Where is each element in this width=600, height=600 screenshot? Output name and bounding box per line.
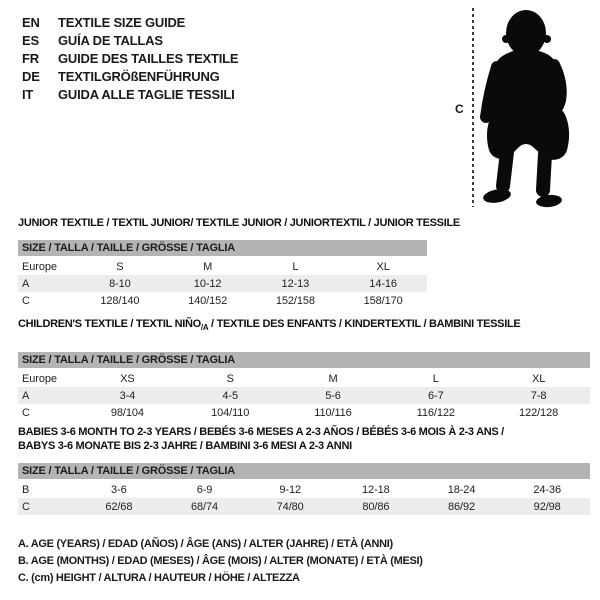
table-row: C 98/104 104/110 110/116 116/122 122/128 <box>18 404 590 421</box>
table-cell: M <box>328 372 338 385</box>
table-cell: 116/122 <box>416 406 455 419</box>
size-header-label: SIZE / TALLA / TAILLE / GRÖSSE / TAGLIA <box>22 242 236 254</box>
language-line-en: EN TEXTILE SIZE GUIDE <box>22 13 238 31</box>
table-cell: 14-16 <box>369 277 397 290</box>
language-code: ES <box>22 32 39 48</box>
row-label: C <box>22 294 30 307</box>
table-row: Europe S M L XL <box>18 258 427 275</box>
table-row: C 62/68 68/74 74/80 80/86 86/92 92/98 <box>18 498 590 515</box>
language-line-es: ES GUÍA DE TALLAS <box>22 31 238 49</box>
size-header-bar: SIZE / TALLA / TAILLE / GRÖSSE / TAGLIA <box>18 240 427 256</box>
table-cell: 6-9 <box>196 483 213 496</box>
children-table-rows: Europe XS S M L XL A 3-4 4-5 5-6 6-7 7-8 C 98/104 104/… <box>18 370 590 421</box>
size-header-bar: SIZE / TALLA / TAILLE / GRÖSSE / TAGLIA <box>18 463 590 479</box>
size-header-label: SIZE / TALLA / TAILLE / GRÖSSE / TAGLIA <box>22 465 236 477</box>
footnote-c: C. (cm) HEIGHT / ALTURA / HAUTEUR / HÖHE… <box>18 572 300 584</box>
table-row: A 3-4 4-5 5-6 6-7 7-8 <box>18 387 590 405</box>
title-line-2: BABYS 3-6 MONATE BIS 2-3 JAHRE / BAMBINI… <box>18 440 352 452</box>
language-code: FR <box>22 50 39 66</box>
legend-footnotes: A. AGE (YEARS) / EDAD (AÑOS) / ÂGE (ANS)… <box>18 536 423 587</box>
table-cell: XS <box>120 372 135 385</box>
table-cell: XL <box>531 372 546 385</box>
table-cell: 80/86 <box>362 500 390 513</box>
row-label: C <box>22 500 30 513</box>
size-header-label: SIZE / TALLA / TAILLE / GRÖSSE / TAGLIA <box>22 354 236 367</box>
size-header-bar: SIZE / TALLA / TAILLE / GRÖSSE / TAGLIA <box>18 352 590 369</box>
table-cell: 152/158 <box>275 294 315 307</box>
table-cell: S <box>226 372 234 385</box>
junior-table-rows: Europe S M L XL A 8-10 10-12 12-13 14-16 C 128/140 1… <box>18 258 427 309</box>
table-cell: 122/128 <box>519 406 559 419</box>
row-label: Europe <box>22 372 57 385</box>
language-title: GUÍA DE TALLAS <box>58 32 163 48</box>
table-cell: 98/104 <box>110 406 144 419</box>
table-cell: 62/68 <box>105 500 133 513</box>
table-cell: 110/116 <box>314 406 352 419</box>
language-code: IT <box>22 86 34 102</box>
table-cell: 68/74 <box>190 500 219 513</box>
table-cell: 18-24 <box>447 483 476 496</box>
table-cell: 4-5 <box>222 389 238 402</box>
language-line-de: DE TEXTILGRÖßENFÜHRUNG <box>22 67 238 85</box>
table-cell: 5-6 <box>325 389 341 402</box>
table-cell: 12-18 <box>362 483 390 496</box>
table-cell: 74/80 <box>276 500 304 513</box>
table-cell: L <box>292 260 299 273</box>
footnote-b: B. AGE (MONTHS) / EDAD (MESES) / ÂGE (MO… <box>18 555 423 567</box>
language-title: GUIDA ALLE TAGLIE TESSILI <box>58 86 235 102</box>
junior-size-table: JUNIOR TEXTILE / TEXTIL JUNIOR/ TEXTILE … <box>18 216 460 309</box>
table-cell: S <box>116 260 124 273</box>
language-title: GUIDE DES TAILLES TEXTILE <box>58 50 239 66</box>
table-cell: 8-10 <box>109 277 131 290</box>
table-row: A 8-10 10-12 12-13 14-16 <box>18 275 427 292</box>
babies-size-table: BABIES 3-6 MONTH TO 2-3 YEARS / BEBÉS 3-… <box>18 425 590 515</box>
row-label: A <box>22 277 30 290</box>
table-cell: 9-12 <box>279 483 301 496</box>
title-subscript: /A <box>200 323 209 333</box>
title-text: / TEXTILE DES ENFANTS / KINDERTEXTIL / B… <box>208 318 521 330</box>
row-label: Europe <box>22 260 57 273</box>
row-label: A <box>22 389 30 402</box>
height-measure-label: C <box>455 102 464 116</box>
table-cell: XL <box>376 260 390 273</box>
table-cell: 6-7 <box>427 389 444 402</box>
table-cell: 10-12 <box>193 277 222 290</box>
table-cell: 3-6 <box>111 483 127 496</box>
table-cell: 12-13 <box>281 277 310 290</box>
table-cell: 158/170 <box>363 294 403 307</box>
table-cell: 104/110 <box>211 406 250 419</box>
row-label: C <box>22 406 30 419</box>
height-measure-dotted-line <box>472 8 474 207</box>
junior-table-title: JUNIOR TEXTILE / TEXTIL JUNIOR/ TEXTILE … <box>18 217 460 229</box>
title-text: CHILDREN'S TEXTILE / TEXTIL NIÑO <box>18 318 201 330</box>
table-cell: 128/140 <box>100 294 140 307</box>
table-row: B 3-6 6-9 9-12 12-18 18-24 24-36 <box>18 481 590 498</box>
table-cell: 24-36 <box>533 483 562 496</box>
language-title: TEXTILGRÖßENFÜHRUNG <box>58 68 220 84</box>
table-cell: 86/92 <box>448 500 476 513</box>
table-cell: M <box>203 260 213 273</box>
language-line-it: IT GUIDA ALLE TAGLIE TESSILI <box>22 85 238 103</box>
table-cell: 140/152 <box>188 294 228 307</box>
table-cell: 92/98 <box>533 500 561 513</box>
language-line-fr: FR GUIDE DES TAILLES TEXTILE <box>22 49 239 67</box>
children-table-title: CHILDREN'S TEXTILE / TEXTIL NIÑO/A / TEX… <box>18 317 590 335</box>
row-label: B <box>22 483 30 496</box>
children-size-table: CHILDREN'S TEXTILE / TEXTIL NIÑO/A / TEX… <box>18 317 590 421</box>
footnote-a: A. AGE (YEARS) / EDAD (AÑOS) / ÂGE (ANS)… <box>18 538 393 550</box>
table-cell: L <box>432 372 439 385</box>
language-code: EN <box>22 14 40 30</box>
toddler-silhouette-image <box>480 10 570 208</box>
title-line-1: BABIES 3-6 MONTH TO 2-3 YEARS / BEBÉS 3-… <box>18 426 504 438</box>
table-row: C 128/140 140/152 152/158 158/170 <box>18 292 427 309</box>
language-title-list: EN TEXTILE SIZE GUIDE ES GUÍA DE TALLAS … <box>22 13 239 103</box>
babies-table-rows: B 3-6 6-9 9-12 12-18 18-24 24-36 C 62/68 68/74 74/… <box>18 481 590 515</box>
table-row: Europe XS S M L XL <box>18 370 590 387</box>
language-title: TEXTILE SIZE GUIDE <box>58 14 186 30</box>
table-cell: 7-8 <box>530 389 547 402</box>
babies-table-title: BABIES 3-6 MONTH TO 2-3 YEARS / BEBÉS 3-… <box>18 425 590 453</box>
language-code: DE <box>22 68 40 84</box>
table-cell: 3-4 <box>119 389 136 402</box>
